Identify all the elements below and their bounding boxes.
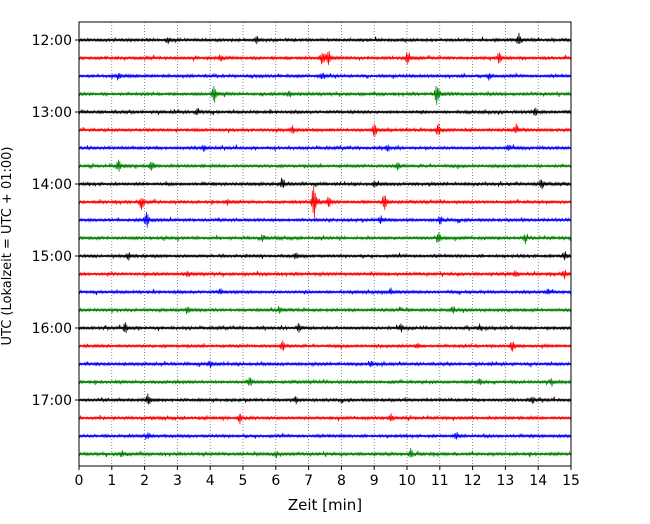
trace-row [78,232,572,245]
x-tick-label: 6 [271,473,280,489]
y-tick-label: 17:00 [32,393,72,409]
trace-row [78,211,572,228]
trace-row [78,377,572,387]
x-tick-label: 13 [496,473,514,489]
trace-row [78,393,572,405]
y-tick-label: 12:00 [32,33,72,49]
x-tick-label: 4 [206,473,215,489]
y-axis-label: UTC (Lokalzeit = UTC + 01:00) [0,147,15,346]
seismogram-trace [78,393,572,405]
trace-row [78,360,572,369]
x-axis-ticks: 0 1 2 3 4 5 6 7 8 9 10 11 12 13 14 15 [75,466,580,489]
trace-row [78,159,572,172]
plot-frame [78,21,572,467]
trace-row [78,447,572,459]
x-axis-label: Zeit [min] [288,496,362,514]
x-tick-label: 2 [140,473,149,489]
y-tick-label: 16:00 [32,321,72,337]
x-tick-label: 11 [431,473,449,489]
trace-row [78,185,572,219]
trace-row [78,72,572,81]
trace-row [78,322,572,334]
x-gridlines [111,22,539,466]
x-tick-label: 8 [337,473,346,489]
y-axis-ticks: 12:00 13:00 14:00 15:00 16:00 17:00 [32,33,79,409]
trace-row [78,144,572,152]
trace-row [78,340,572,352]
trace-row [78,251,572,261]
trace-row [78,305,572,315]
trace-row [78,51,572,66]
trace-row [78,431,572,440]
trace-row [78,269,572,280]
trace-row [78,85,572,105]
trace-row [78,287,572,296]
seismogram-trace [78,85,572,105]
x-tick-label: 14 [529,473,547,489]
y-tick-label: 13:00 [32,105,72,121]
y-tick-label: 14:00 [32,177,72,193]
x-tick-label: 7 [304,473,313,489]
trace-rows [78,32,572,459]
x-tick-label: 5 [239,473,248,489]
trace-row [78,123,572,137]
x-tick-label: 10 [398,473,416,489]
x-tick-label: 12 [464,473,482,489]
seismogram-trace [78,413,572,425]
x-tick-label: 0 [75,473,84,489]
trace-row [78,177,572,190]
trace-row [78,413,572,425]
x-tick-label: 9 [370,473,379,489]
seismogram-trace [78,447,572,459]
x-tick-label: 3 [173,473,182,489]
y-tick-label: 15:00 [32,249,72,265]
x-tick-label: 15 [562,473,580,489]
seismogram-trace [78,32,572,45]
trace-row [78,32,572,45]
trace-row [78,107,572,116]
x-tick-label: 1 [107,473,116,489]
